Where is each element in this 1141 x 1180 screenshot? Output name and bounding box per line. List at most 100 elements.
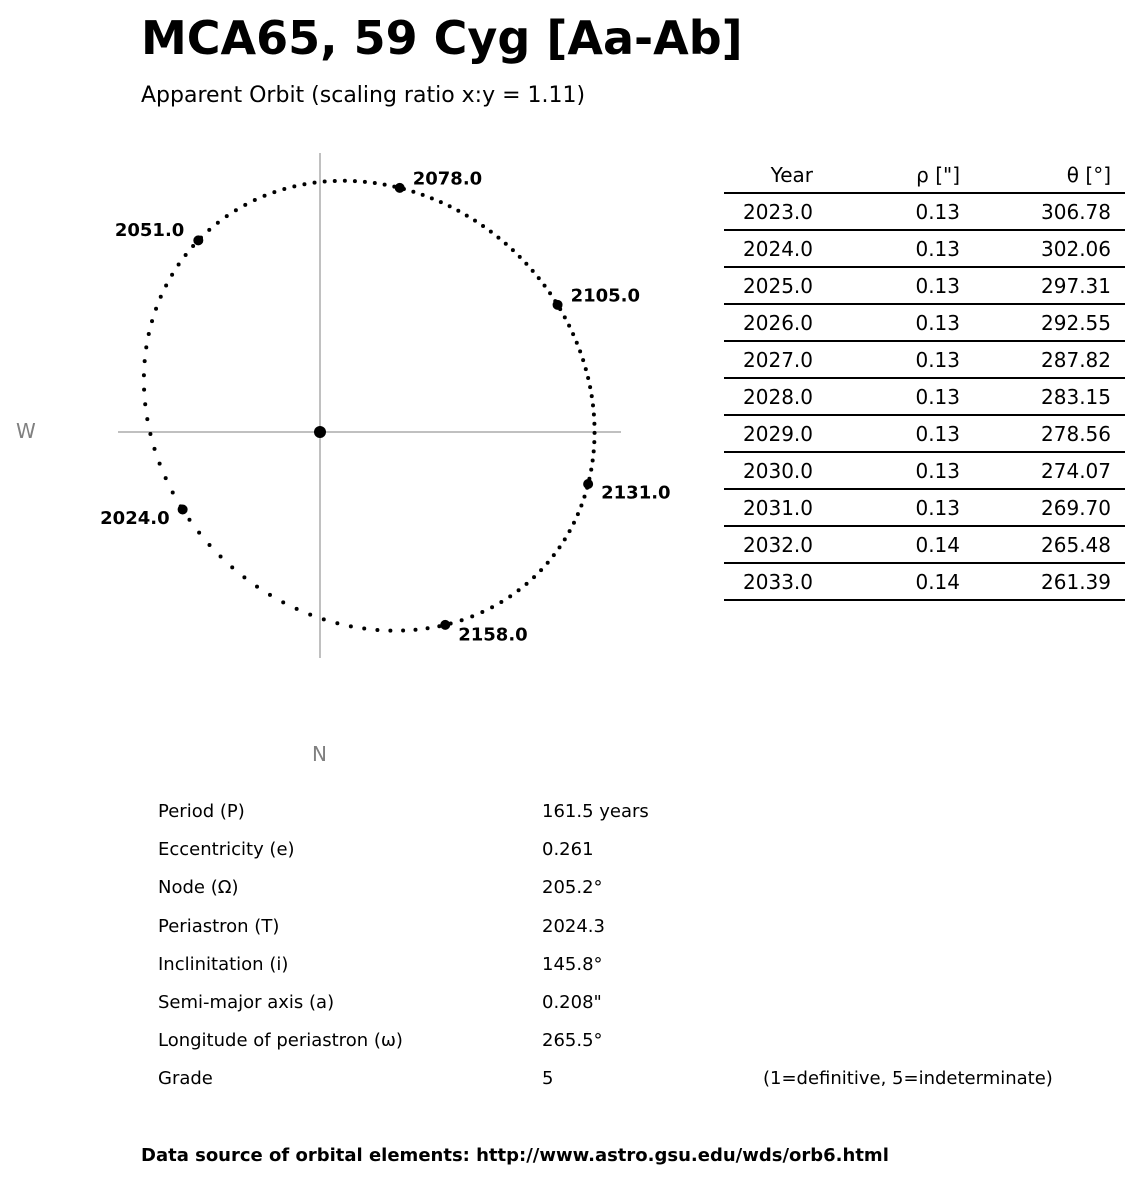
cell-rho: 0.13 bbox=[813, 304, 960, 342]
ephemeris-table: Year ρ ["] θ [°] 2023.0 0.13 306.78 2024.0 0… bbox=[724, 157, 1125, 601]
orbit-point bbox=[583, 367, 588, 372]
cell-rho: 0.13 bbox=[813, 341, 960, 379]
orbit-point bbox=[148, 431, 153, 436]
orbit-point bbox=[530, 268, 535, 273]
epoch-label: 2105.0 bbox=[571, 285, 640, 306]
table-row: 2027.0 0.13 287.82 bbox=[724, 341, 1125, 379]
cell-year: 2024.0 bbox=[724, 230, 813, 268]
table-row: 2028.0 0.13 283.15 bbox=[724, 378, 1125, 416]
element-value: 145.8° bbox=[542, 953, 603, 975]
orbit-point bbox=[224, 214, 229, 219]
table-row: 2026.0 0.13 292.55 bbox=[724, 304, 1125, 342]
orbit-point bbox=[152, 446, 157, 451]
cell-rho: 0.14 bbox=[813, 526, 960, 564]
cell-year: 2025.0 bbox=[724, 267, 813, 305]
orbit-point bbox=[582, 494, 587, 499]
orbit-point bbox=[571, 520, 576, 525]
cell-theta: 265.48 bbox=[960, 526, 1111, 564]
orbit-point bbox=[144, 345, 149, 350]
element-label: Semi-major axis (a) bbox=[158, 992, 335, 1013]
orbit-point bbox=[516, 588, 521, 593]
orbit-point bbox=[176, 262, 181, 267]
element-value: 0.261 bbox=[542, 839, 594, 861]
orbit-point bbox=[591, 449, 596, 454]
epoch-label: 2051.0 bbox=[115, 220, 184, 241]
cell-rho: 0.13 bbox=[813, 415, 960, 453]
cell-year: 2029.0 bbox=[724, 415, 813, 453]
orbit-point bbox=[375, 627, 380, 632]
orbit-point bbox=[294, 606, 299, 611]
orbit-point bbox=[142, 359, 147, 364]
orbit-point bbox=[539, 568, 544, 573]
element-label: Periastron (T) bbox=[158, 915, 280, 937]
cell-year: 2030.0 bbox=[724, 452, 813, 490]
orbit-point bbox=[163, 476, 168, 481]
orbit-point bbox=[413, 627, 418, 632]
orbit-point bbox=[262, 193, 267, 198]
orbit-point bbox=[342, 178, 347, 183]
orbit-point bbox=[191, 244, 196, 249]
orbit-point bbox=[150, 319, 155, 324]
orbit-point bbox=[548, 291, 553, 296]
orbit-point bbox=[592, 440, 597, 445]
cell-rho: 0.13 bbox=[813, 452, 960, 490]
orbit-point bbox=[388, 628, 393, 633]
orbit-point bbox=[589, 394, 594, 399]
orbit-point bbox=[447, 204, 452, 209]
header-year: Year bbox=[724, 157, 813, 194]
element-value: 5 bbox=[542, 1068, 554, 1090]
cell-rho: 0.13 bbox=[813, 230, 960, 268]
element-label: Eccentricity (e) bbox=[158, 839, 295, 861]
epoch-marks: 2024.0 2051.0 2078.0 2105.0 2131.0 2158.0 bbox=[100, 168, 670, 645]
orbit-point bbox=[591, 412, 596, 417]
orbit-point bbox=[551, 553, 556, 558]
orbit-point bbox=[429, 196, 434, 201]
element-label: Period (P) bbox=[158, 801, 245, 822]
orbit-point bbox=[459, 618, 464, 623]
orbit-point bbox=[581, 358, 586, 363]
orbit-point bbox=[470, 614, 475, 619]
cell-rho: 0.14 bbox=[813, 563, 960, 601]
orbit-point bbox=[411, 189, 416, 194]
orbit-point bbox=[503, 241, 508, 246]
orbit-point bbox=[146, 331, 151, 336]
orbit-point bbox=[532, 575, 537, 580]
cell-rho: 0.13 bbox=[813, 267, 960, 305]
orbit-point bbox=[142, 387, 147, 392]
primary-star-marker bbox=[314, 426, 326, 438]
orbit-point bbox=[243, 202, 248, 207]
orbit-point bbox=[281, 600, 286, 605]
orbit-point bbox=[242, 575, 247, 580]
orbit-point bbox=[362, 626, 367, 631]
orbit-point bbox=[510, 248, 515, 253]
orbit-point bbox=[496, 235, 501, 240]
orbit-point bbox=[158, 294, 163, 299]
cell-theta: 302.06 bbox=[960, 230, 1111, 268]
epoch-marker bbox=[583, 478, 594, 489]
orbit-point bbox=[207, 542, 212, 547]
cell-theta: 261.39 bbox=[960, 563, 1111, 601]
orbit-point bbox=[590, 458, 595, 463]
orbit-point bbox=[154, 306, 159, 311]
orbit-point bbox=[282, 186, 287, 191]
orbit-point bbox=[335, 621, 340, 626]
orbit-point bbox=[524, 261, 529, 266]
orbit-point bbox=[145, 417, 150, 422]
cell-rho: 0.13 bbox=[813, 378, 960, 416]
orbit-point bbox=[586, 376, 591, 381]
orbit-point bbox=[157, 461, 162, 466]
axis-label-north: N bbox=[312, 742, 327, 766]
orbit-point bbox=[164, 283, 169, 288]
orbit-point bbox=[589, 467, 594, 472]
orbit-point bbox=[488, 229, 493, 234]
cell-theta: 283.15 bbox=[960, 378, 1111, 416]
orbit-point bbox=[308, 612, 313, 617]
orbit-point bbox=[456, 208, 461, 213]
cell-theta: 287.82 bbox=[960, 341, 1111, 379]
orbit-point bbox=[267, 592, 272, 597]
element-label: Longitude of periastron (ω) bbox=[158, 1030, 403, 1052]
orbit-point bbox=[230, 565, 235, 570]
orbit-point bbox=[170, 490, 175, 495]
orbit-point bbox=[401, 628, 406, 633]
element-value: 161.5 years bbox=[542, 801, 649, 822]
